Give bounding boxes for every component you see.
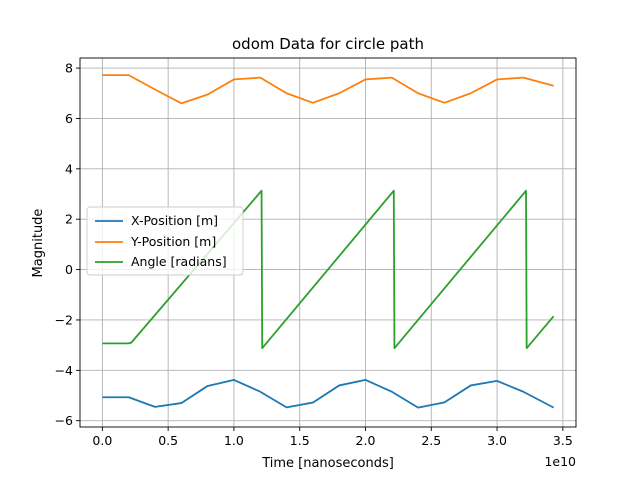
y-tick-label: 4 — [65, 161, 73, 176]
x-tick-label: 1.5 — [290, 433, 310, 448]
x-tick-label: 1.0 — [224, 433, 244, 448]
axis-ticks: 0.0 0.5 1.0 1.5 2.0 2.5 3.0 3.5 −6 −4 −2 0 2 4 6 8 — [55, 61, 573, 448]
x-tick-label: 2.0 — [356, 433, 376, 448]
y-axis-label: Magnitude — [31, 209, 46, 278]
grid — [80, 58, 576, 427]
chart-title: odom Data for circle path — [232, 35, 424, 53]
y-tick-label: −4 — [55, 363, 73, 378]
y-tick-label: 0 — [65, 262, 73, 277]
legend-label-x-position: X-Position [m] — [131, 213, 218, 228]
x-position-series-line — [102, 378, 555, 409]
legend-label-angle: Angle [radians] — [131, 254, 227, 269]
x-tick-label: 3.5 — [553, 433, 573, 448]
legend-label-y-position: Y-Position [m] — [130, 234, 216, 249]
x-tick-label: 2.5 — [421, 433, 441, 448]
legend: X-Position [m] Y-Position [m] Angle [rad… — [86, 206, 244, 276]
x-axis-offset-label: 1e10 — [544, 454, 576, 469]
y-tick-label: 6 — [65, 111, 73, 126]
y-position-series-line — [102, 74, 554, 105]
angle-series-line — [102, 189, 555, 350]
x-tick-label: 0.0 — [92, 433, 112, 448]
y-tick-label: −2 — [55, 312, 73, 327]
plot-frame — [79, 57, 577, 428]
series-lines — [102, 74, 555, 409]
y-tick-label: 8 — [65, 61, 73, 76]
x-tick-label: 3.0 — [487, 433, 507, 448]
y-tick-label: 2 — [65, 212, 73, 227]
legend-box — [86, 206, 244, 276]
x-tick-label: 0.5 — [158, 433, 178, 448]
y-tick-label: −6 — [55, 413, 73, 428]
x-axis-label: Time [nanoseconds] — [261, 456, 394, 471]
